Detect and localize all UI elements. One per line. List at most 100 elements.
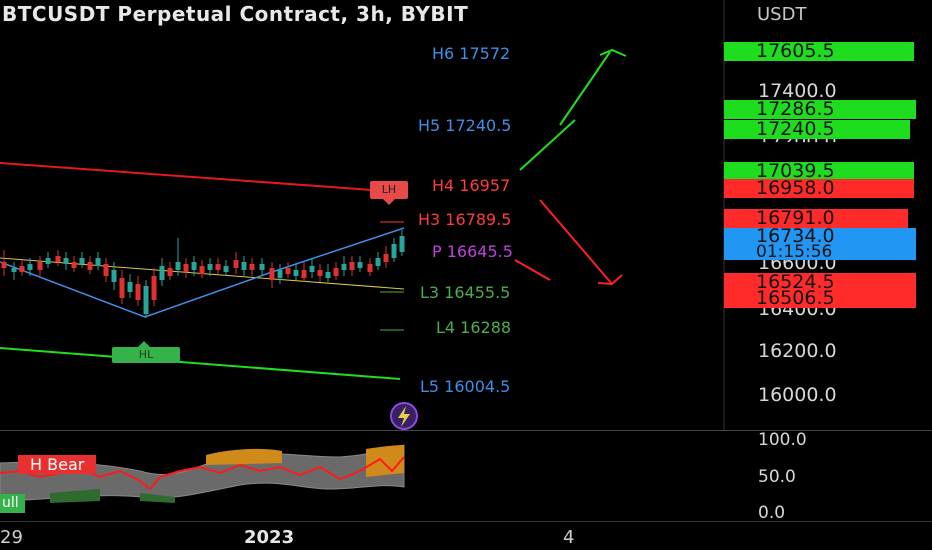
candle-body bbox=[333, 268, 339, 276]
candle-body bbox=[191, 262, 197, 270]
candle-body bbox=[249, 264, 255, 270]
oscillator-pane[interactable] bbox=[0, 431, 724, 521]
candle-body bbox=[167, 268, 173, 276]
bull-label: ull bbox=[0, 494, 25, 513]
candle-body bbox=[207, 264, 213, 270]
price-tag-h3: 16791.0 bbox=[724, 209, 908, 228]
candle-body bbox=[55, 256, 61, 262]
candle-body bbox=[309, 266, 315, 272]
price-tag-h4: 16958.0 bbox=[724, 179, 914, 198]
candle-body bbox=[143, 286, 149, 314]
candle-body bbox=[215, 264, 221, 270]
resistance-trendline bbox=[0, 162, 373, 191]
candle-body bbox=[241, 262, 247, 270]
currency-label[interactable]: USDT bbox=[757, 4, 807, 25]
candle-body bbox=[317, 270, 323, 276]
time-label: 29 bbox=[0, 527, 23, 548]
candle-body bbox=[19, 266, 25, 272]
candle-body bbox=[87, 262, 93, 270]
price-tag-h5: 17240.5 bbox=[724, 120, 910, 139]
time-label: 4 bbox=[563, 527, 575, 548]
time-label-year: 2023 bbox=[244, 527, 295, 548]
candle-body bbox=[79, 258, 85, 264]
current-price-tag: 16734.0 01:15:56 bbox=[724, 225, 916, 262]
candle-body bbox=[391, 244, 397, 258]
candle-body bbox=[63, 258, 69, 264]
price-tag-red: 16524.5 bbox=[724, 273, 916, 292]
candle-body bbox=[119, 278, 125, 298]
candle-body bbox=[233, 260, 239, 268]
candle-body bbox=[175, 262, 181, 270]
lightning-icon[interactable] bbox=[390, 402, 418, 430]
candle-body bbox=[95, 258, 101, 266]
price-tag-green: 17039.5 bbox=[724, 162, 914, 181]
price-tag-l3: 16506.5 bbox=[724, 289, 916, 308]
green-arrowhead bbox=[599, 48, 627, 57]
green-path-arrow bbox=[519, 119, 576, 171]
h-bear-label: H Bear bbox=[18, 455, 97, 474]
candle-body bbox=[383, 254, 389, 262]
candle-body bbox=[45, 258, 51, 264]
current-price: 16734.0 bbox=[756, 225, 835, 247]
candle-body bbox=[127, 282, 133, 292]
higher-low-marker: HL bbox=[112, 347, 180, 363]
pivot-l5: L5 16004.5 bbox=[420, 377, 511, 396]
candle-body bbox=[1, 262, 7, 268]
candle-body bbox=[269, 268, 275, 280]
pivot-h3: H3 16789.5 bbox=[418, 210, 512, 229]
candle-body bbox=[111, 270, 117, 282]
candle-body bbox=[285, 268, 291, 274]
red-arrowhead bbox=[597, 274, 623, 286]
candle-body bbox=[135, 284, 141, 300]
overbought-fill bbox=[206, 448, 282, 465]
price-tag-high: 17286.5 bbox=[724, 100, 916, 119]
candle-body bbox=[71, 262, 77, 268]
candle-body bbox=[159, 266, 165, 280]
candle-body bbox=[375, 258, 381, 266]
chart-title: BTCUSDT Perpetual Contract, 3h, BYBIT bbox=[2, 2, 469, 26]
candle-body bbox=[199, 266, 205, 274]
candle-body bbox=[27, 264, 33, 270]
candles bbox=[1, 230, 405, 318]
pivot-h6: H6 17572 bbox=[432, 44, 511, 63]
oversold-fill-mid bbox=[140, 493, 175, 503]
candle-body bbox=[293, 270, 299, 276]
candle-body bbox=[277, 270, 283, 278]
pivot-l4: L4 16288 bbox=[436, 318, 512, 337]
green-target-arrow bbox=[559, 51, 611, 126]
candle-body bbox=[11, 268, 17, 272]
lower-high-marker: LH bbox=[370, 181, 408, 199]
price-tag-h6: 17605.5 bbox=[724, 42, 914, 61]
oscillator-tick: 50.0 bbox=[758, 467, 796, 487]
higher-low-pointer bbox=[138, 341, 150, 347]
red-short-arrow bbox=[514, 259, 551, 281]
oversold-fill bbox=[50, 489, 100, 503]
candle-body bbox=[183, 264, 189, 272]
candle-body bbox=[325, 272, 331, 278]
price-tick: 16000.0 bbox=[758, 384, 837, 406]
bar-countdown: 01:15:56 bbox=[756, 242, 833, 262]
candle-body bbox=[341, 264, 347, 270]
pivot-l3: L3 16455.5 bbox=[420, 283, 511, 302]
candle-body bbox=[349, 262, 355, 270]
pane-divider[interactable] bbox=[0, 430, 932, 431]
candle-body bbox=[103, 264, 109, 276]
oscillator-tick: 100.0 bbox=[758, 430, 807, 450]
pivot-p: P 16645.5 bbox=[432, 242, 513, 261]
price-chart[interactable] bbox=[0, 0, 932, 430]
candle-body bbox=[223, 266, 229, 272]
candle-body bbox=[259, 264, 265, 270]
time-axis-divider bbox=[0, 521, 932, 522]
lower-high-pointer bbox=[383, 199, 395, 205]
red-target-arrow bbox=[539, 199, 613, 285]
zigzag-line bbox=[0, 227, 405, 318]
pivot-h5: H5 17240.5 bbox=[418, 116, 512, 135]
candle-body bbox=[151, 276, 157, 300]
oscillator-tick: 0.0 bbox=[758, 503, 786, 523]
price-tick: 17400.0 bbox=[758, 80, 837, 102]
overbought-fill-right bbox=[366, 445, 404, 477]
candle-body bbox=[357, 262, 363, 268]
support-trendline bbox=[0, 347, 401, 380]
candle-body bbox=[301, 270, 307, 278]
candle-body bbox=[37, 262, 43, 270]
